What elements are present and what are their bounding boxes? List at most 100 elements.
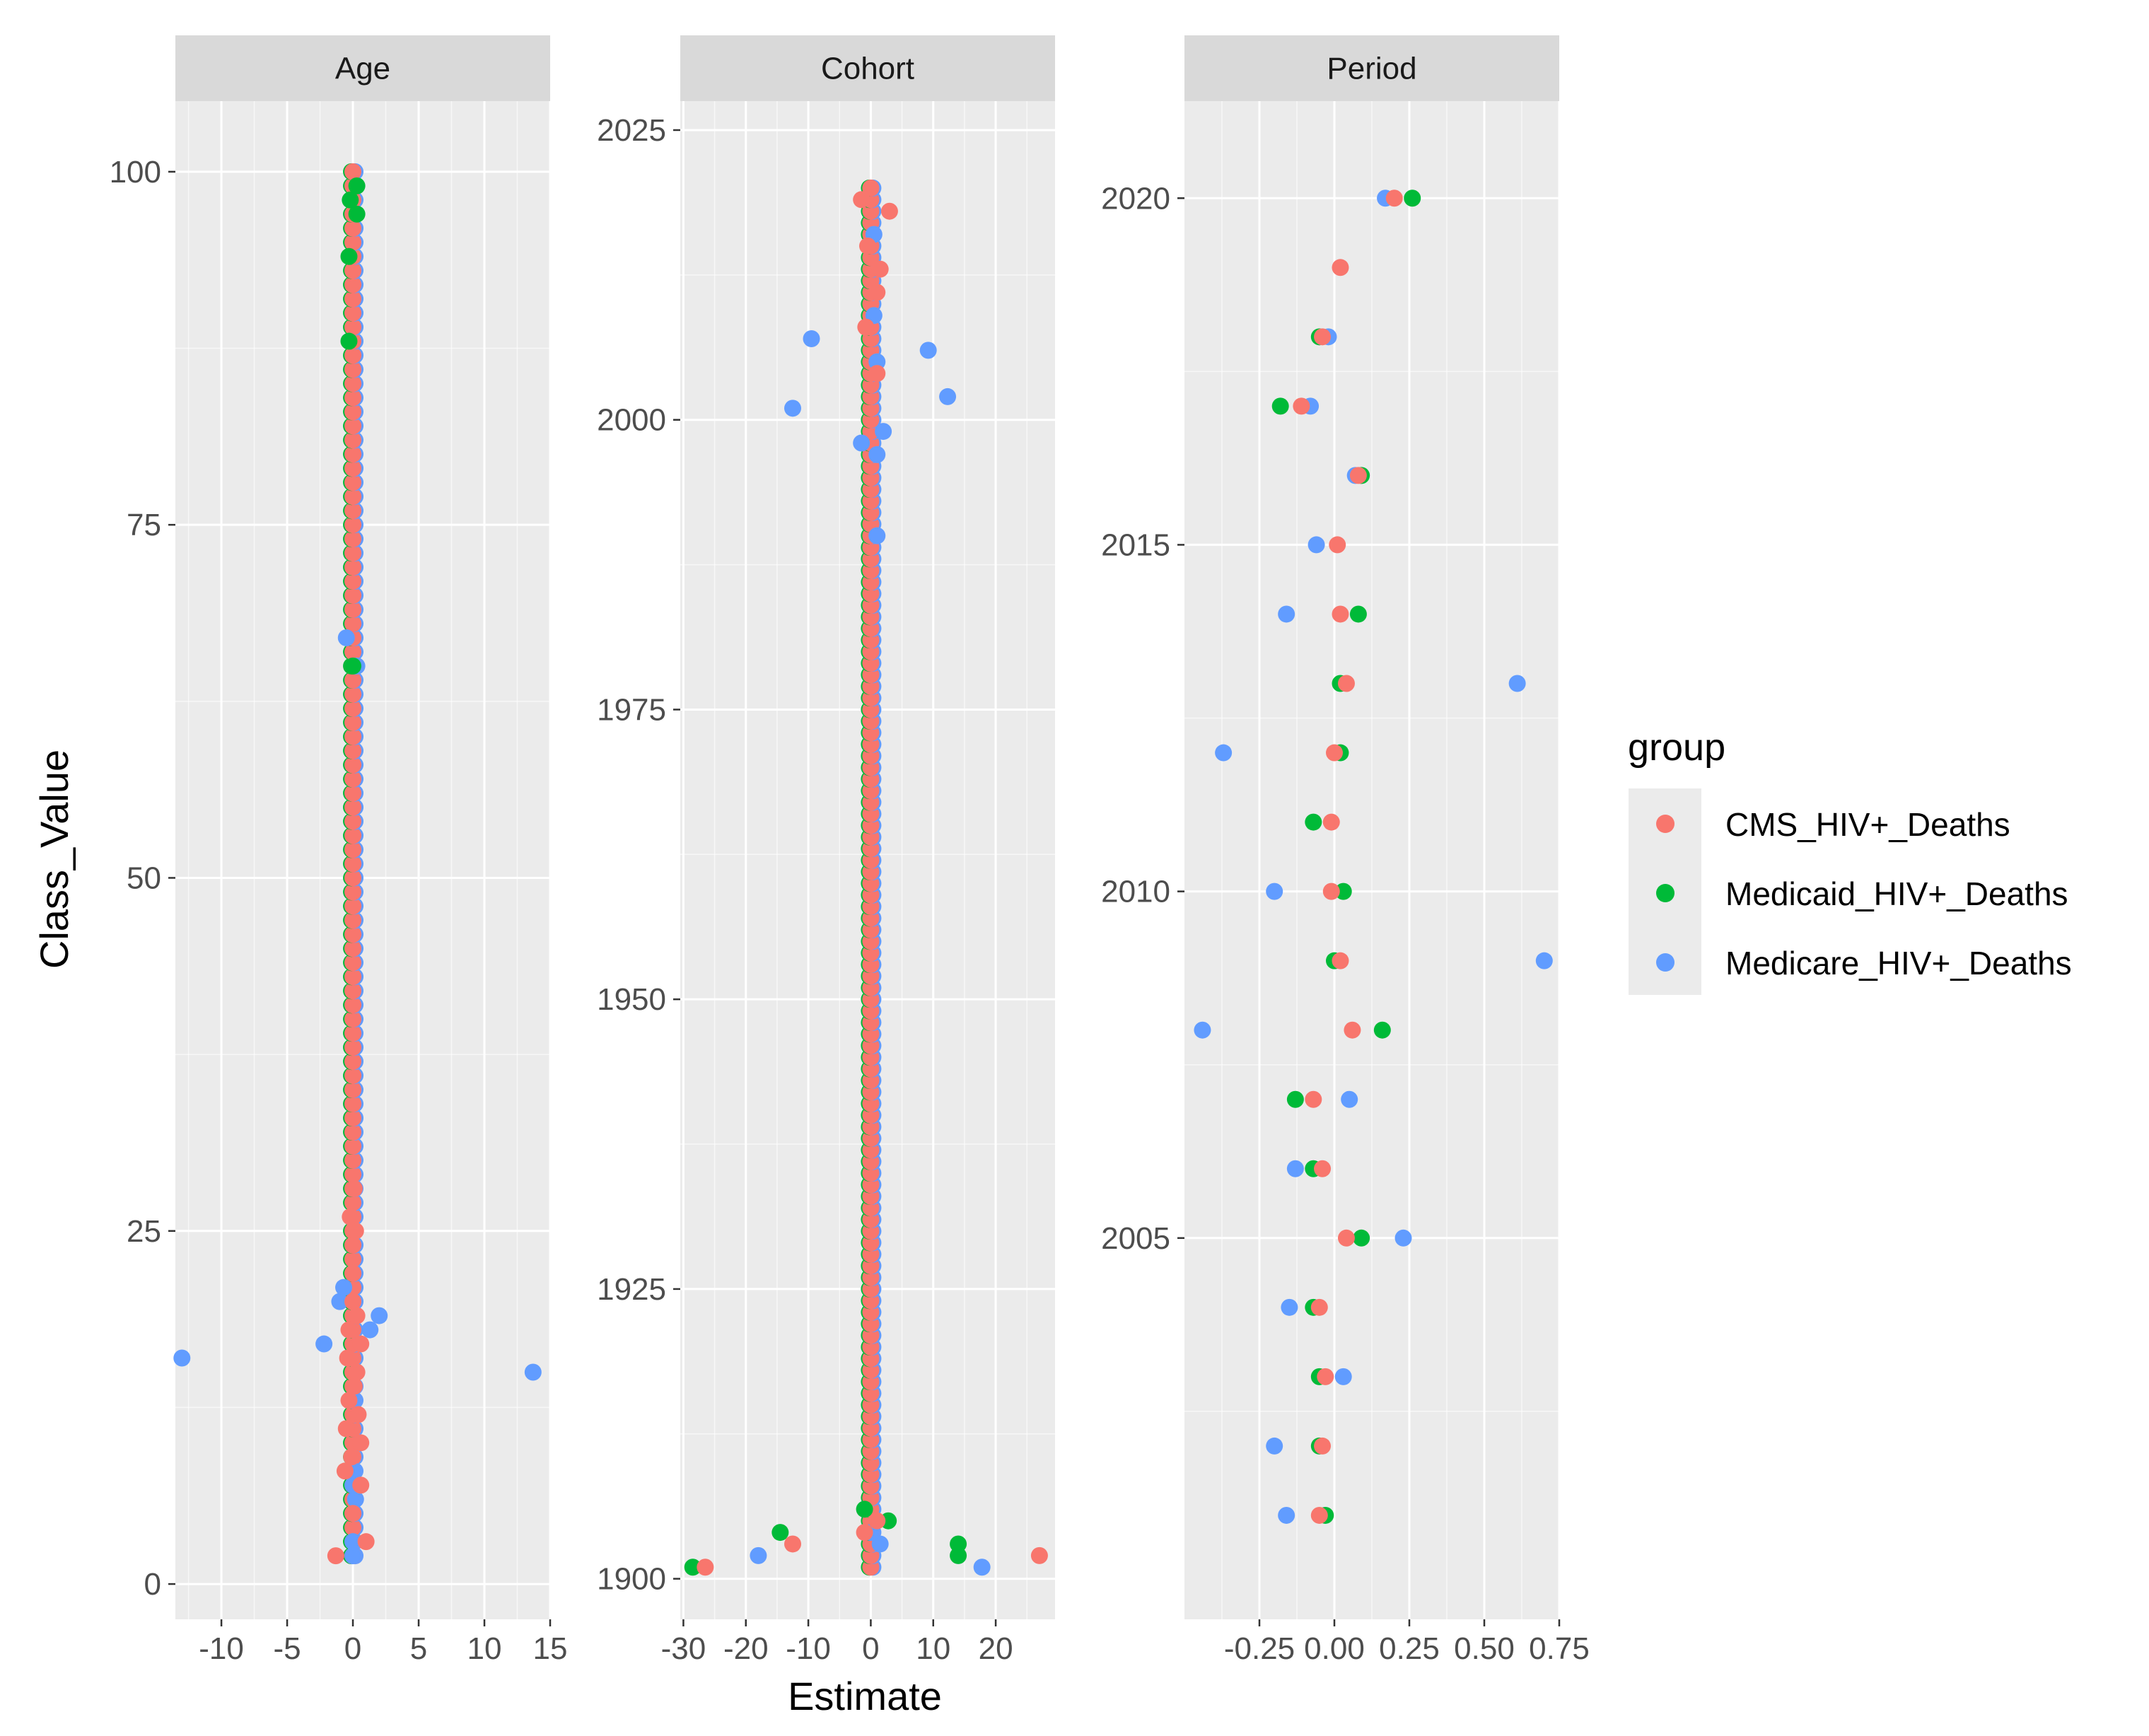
strip-background [680,35,1055,101]
x-tick-label: -10 [199,1631,244,1666]
data-point-medicaid [340,247,358,265]
data-point-cms [352,1335,370,1353]
data-point-cms [344,713,362,731]
data-point-cms [344,742,362,759]
x-tick-label: 0 [344,1631,361,1666]
data-point-cms [344,1109,362,1126]
data-point-cms [859,237,876,255]
data-point-cms [871,260,889,278]
data-point-cms [1310,1298,1328,1316]
data-point-cms [344,1151,362,1169]
x-tick-label: -0.25 [1224,1631,1295,1666]
y-tick-label: 0 [144,1567,161,1602]
y-tick-label: 2020 [1101,181,1170,216]
data-point-medicare [331,1293,349,1310]
data-point-cms [344,968,362,986]
data-point-cms [344,827,362,844]
data-point-medicare [344,1533,362,1551]
data-point-medicare [868,527,886,544]
data-point-cms [344,488,362,506]
data-point-cms [344,233,362,251]
strip-background [175,35,550,101]
data-point-cms [1314,1437,1332,1455]
data-point-cms [344,1250,362,1268]
x-tick-label: 15 [533,1631,568,1666]
data-point-medicaid [771,1524,789,1542]
x-tick-label: -20 [723,1631,769,1666]
data-point-cms [344,544,362,562]
data-point-cms [853,191,870,209]
strip-background [1184,35,1559,101]
data-point-cms [344,1264,362,1282]
data-point-medicare [361,1321,379,1339]
y-tick-label: 25 [127,1214,161,1249]
data-point-cms [344,614,362,632]
data-point-cms [868,284,886,301]
data-point-cms [344,1010,362,1028]
data-point-cms [345,1377,363,1395]
data-point-cms [344,219,362,237]
data-point-medicaid [950,1546,967,1564]
data-point-cms [344,897,362,915]
data-point-cms [344,1081,362,1099]
legend: group CMS_HIV+_Deaths Medicaid_HIV+_Deat… [1628,726,2072,995]
x-tick-label: 0.75 [1529,1631,1590,1666]
data-point-cms [344,474,362,491]
data-point-medicare [853,434,870,452]
data-point-cms [357,1533,375,1551]
data-point-cms [1305,1090,1322,1108]
data-point-cms [344,445,362,463]
data-point-cms [856,1524,873,1542]
data-point-cms [344,883,362,901]
data-point-cms [327,1547,344,1565]
legend-title: group [1628,726,1725,769]
data-point-medicare [1215,744,1233,762]
data-point-cms [340,1321,358,1339]
x-tick-label: 5 [410,1631,427,1666]
data-point-medicare [315,1335,333,1353]
data-point-medicare [524,1363,542,1381]
data-point-cms [344,163,362,180]
data-point-medicaid [344,657,362,675]
data-point-cms [344,699,362,717]
data-point-cms [1314,1160,1332,1177]
data-point-cms [344,502,362,520]
data-point-cms [344,954,362,972]
data-point-cms [344,1194,362,1211]
data-point-cms [344,573,362,590]
data-point-cms [344,685,362,703]
data-point-cms [344,375,362,392]
data-point-cms [344,262,362,279]
data-point-cms [1349,467,1367,484]
x-tick-label: 0 [862,1631,879,1666]
data-point-cms [1310,1506,1328,1524]
data-point-medicare [868,445,886,463]
data-point-medicare [1266,882,1283,900]
data-point-medicare [1308,536,1325,554]
legend-label-cms: CMS_HIV+_Deaths [1725,806,2010,843]
data-point-cms [344,361,362,378]
data-point-cms [344,869,362,887]
data-point-medicare [875,423,892,441]
data-point-cms [344,1039,362,1056]
data-point-medicare [750,1546,767,1564]
legend-key-medicare [1656,953,1675,972]
data-point-cms [1385,190,1403,207]
data-point-cms [344,587,362,605]
data-point-medicaid [340,332,358,350]
data-point-cms [348,1307,366,1324]
data-point-cms [344,417,362,435]
data-point-cms [344,559,362,576]
data-point-cms [344,1067,362,1085]
x-tick-label: -30 [661,1631,706,1666]
x-tick-label: 0.25 [1379,1631,1440,1666]
data-point-cms [868,1512,886,1530]
y-tick-label: 1900 [597,1562,666,1597]
y-tick-label: 1950 [597,982,666,1017]
data-point-cms [1332,605,1349,623]
y-tick-label: 2000 [597,403,666,438]
data-point-cms [344,911,362,929]
data-point-cms [344,318,362,336]
data-point-medicare [1535,952,1553,969]
data-point-cms [340,1392,358,1409]
